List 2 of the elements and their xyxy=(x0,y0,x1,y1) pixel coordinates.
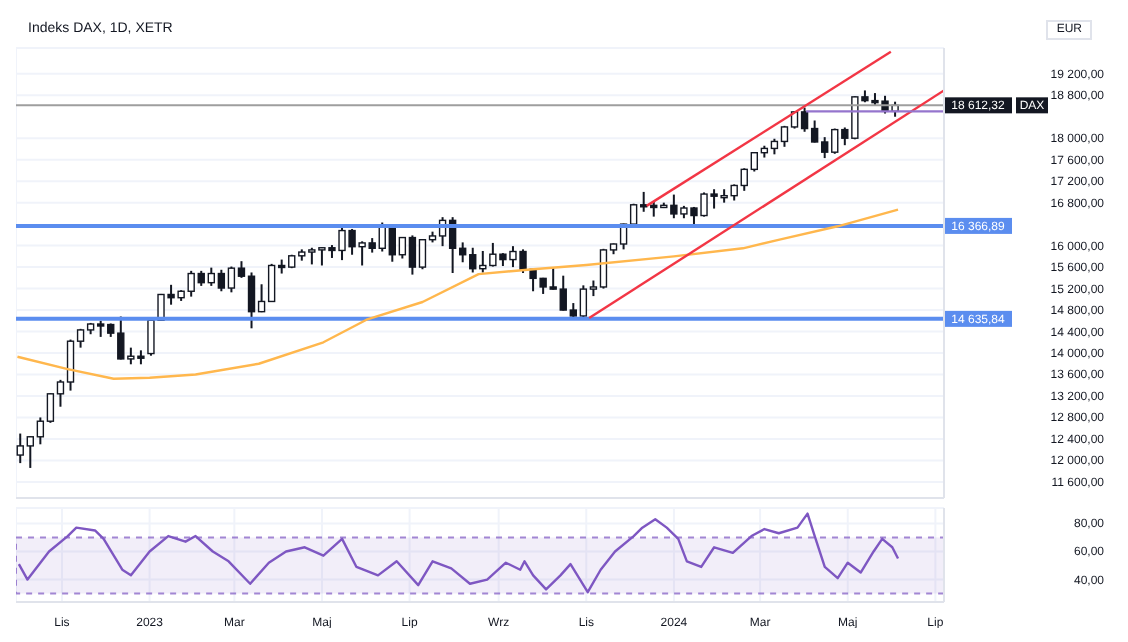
line-series xyxy=(17,512,900,594)
line-series xyxy=(16,208,900,380)
